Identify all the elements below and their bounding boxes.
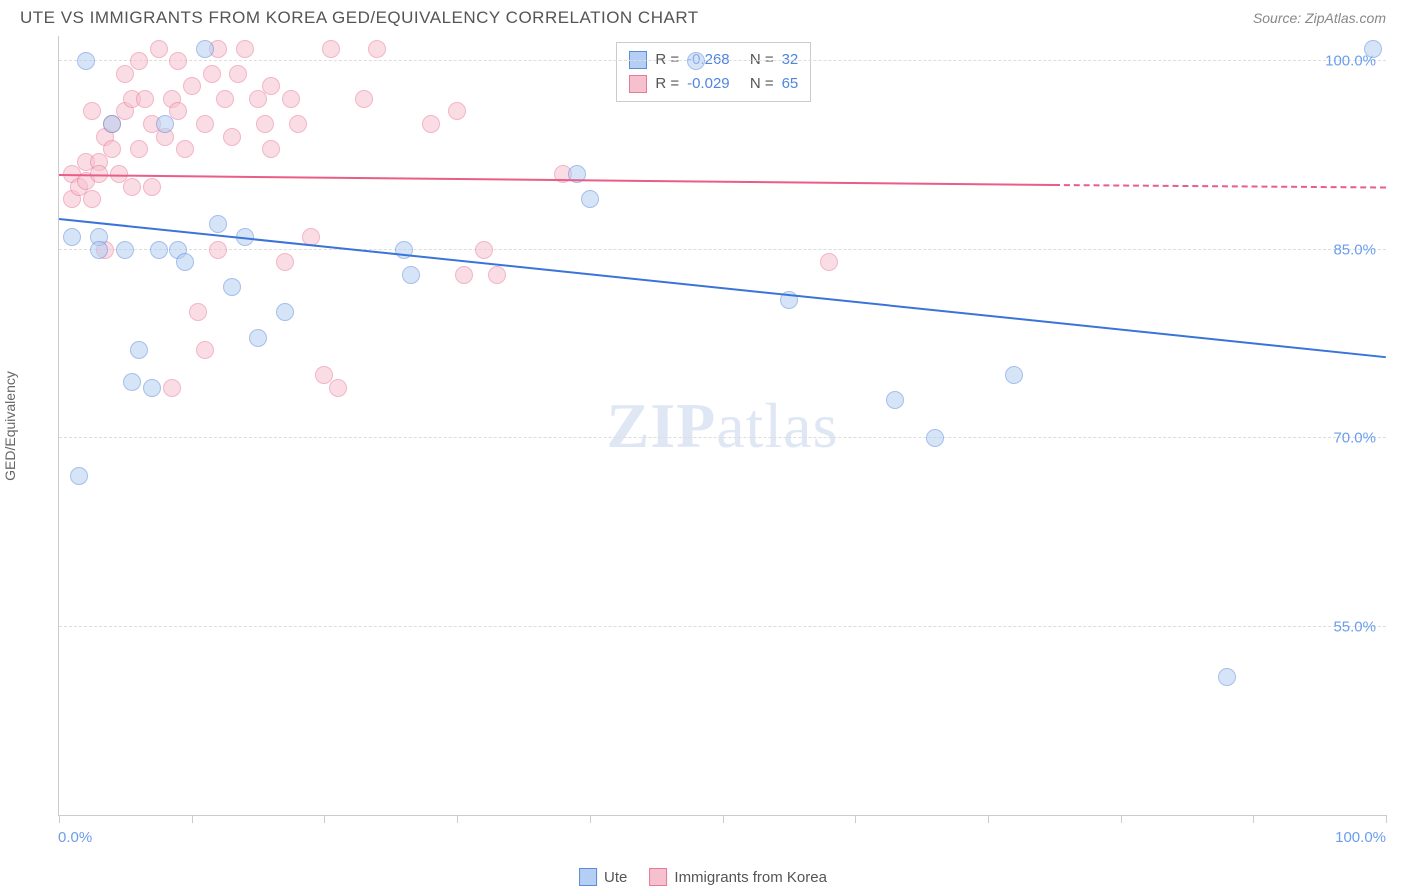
- data-point: [83, 102, 101, 120]
- data-point: [130, 52, 148, 70]
- data-point: [103, 140, 121, 158]
- data-point: [355, 90, 373, 108]
- data-point: [1218, 668, 1236, 686]
- data-point: [176, 253, 194, 271]
- data-point: [475, 241, 493, 259]
- data-point: [488, 266, 506, 284]
- data-point: [223, 128, 241, 146]
- data-point: [448, 102, 466, 120]
- data-point: [77, 52, 95, 70]
- data-point: [163, 379, 181, 397]
- data-point: [368, 40, 386, 58]
- plot-area: ZIPatlas R = -0.268 N = 32 R = -0.029 N …: [58, 36, 1386, 816]
- chart-title: UTE VS IMMIGRANTS FROM KOREA GED/EQUIVAL…: [20, 8, 699, 28]
- data-point: [130, 140, 148, 158]
- data-point: [256, 115, 274, 133]
- data-point: [1005, 366, 1023, 384]
- data-point: [926, 429, 944, 447]
- data-point: [130, 341, 148, 359]
- gridline: [59, 249, 1386, 250]
- data-point: [189, 303, 207, 321]
- data-point: [123, 178, 141, 196]
- y-tick-label: 85.0%: [1333, 241, 1376, 258]
- data-point: [103, 115, 121, 133]
- y-tick-label: 55.0%: [1333, 618, 1376, 635]
- x-tick: [324, 815, 325, 823]
- stats-legend-box: R = -0.268 N = 32 R = -0.029 N = 65: [616, 42, 811, 102]
- data-point: [183, 77, 201, 95]
- x-tick: [1121, 815, 1122, 823]
- trend-line: [1054, 184, 1386, 189]
- legend-item-korea: Immigrants from Korea: [649, 868, 827, 886]
- gridline: [59, 437, 1386, 438]
- data-point: [223, 278, 241, 296]
- x-tick: [457, 815, 458, 823]
- data-point: [216, 90, 234, 108]
- x-tick: [723, 815, 724, 823]
- data-point: [402, 266, 420, 284]
- gridline: [59, 626, 1386, 627]
- data-point: [236, 40, 254, 58]
- data-point: [83, 190, 101, 208]
- data-point: [143, 178, 161, 196]
- data-point: [1364, 40, 1382, 58]
- data-point: [282, 90, 300, 108]
- data-point: [249, 329, 267, 347]
- data-point: [687, 52, 705, 70]
- data-point: [322, 40, 340, 58]
- watermark: ZIPatlas: [607, 389, 839, 463]
- data-point: [422, 115, 440, 133]
- x-axis-max-label: 100.0%: [1335, 829, 1386, 846]
- y-axis-label: GED/Equivalency: [2, 371, 18, 481]
- x-tick: [855, 815, 856, 823]
- data-point: [90, 241, 108, 259]
- data-point: [820, 253, 838, 271]
- data-point: [123, 373, 141, 391]
- x-tick: [988, 815, 989, 823]
- data-point: [329, 379, 347, 397]
- data-point: [196, 341, 214, 359]
- data-point: [156, 115, 174, 133]
- data-point: [455, 266, 473, 284]
- data-point: [276, 253, 294, 271]
- swatch-korea: [629, 75, 647, 93]
- x-tick: [1386, 815, 1387, 823]
- gridline: [59, 60, 1386, 61]
- data-point: [169, 52, 187, 70]
- data-point: [262, 77, 280, 95]
- x-tick: [192, 815, 193, 823]
- data-point: [209, 241, 227, 259]
- source-attribution: Source: ZipAtlas.com: [1253, 10, 1386, 26]
- legend-item-ute: Ute: [579, 868, 627, 886]
- stats-row-korea: R = -0.029 N = 65: [629, 72, 798, 96]
- data-point: [276, 303, 294, 321]
- data-point: [176, 140, 194, 158]
- data-point: [289, 115, 307, 133]
- data-point: [886, 391, 904, 409]
- data-point: [116, 241, 134, 259]
- data-point: [150, 40, 168, 58]
- data-point: [63, 228, 81, 246]
- x-tick: [590, 815, 591, 823]
- data-point: [196, 40, 214, 58]
- data-point: [196, 115, 214, 133]
- data-point: [203, 65, 221, 83]
- x-axis-min-label: 0.0%: [58, 829, 92, 846]
- data-point: [150, 241, 168, 259]
- data-point: [143, 379, 161, 397]
- y-tick-label: 70.0%: [1333, 430, 1376, 447]
- bottom-legend: Ute Immigrants from Korea: [579, 868, 827, 886]
- data-point: [229, 65, 247, 83]
- data-point: [209, 215, 227, 233]
- data-point: [70, 467, 88, 485]
- chart-container: GED/Equivalency ZIPatlas R = -0.268 N = …: [20, 36, 1386, 816]
- data-point: [262, 140, 280, 158]
- data-point: [136, 90, 154, 108]
- x-tick: [1253, 815, 1254, 823]
- swatch-ute-icon: [579, 868, 597, 886]
- data-point: [581, 190, 599, 208]
- swatch-korea-icon: [649, 868, 667, 886]
- x-tick: [59, 815, 60, 823]
